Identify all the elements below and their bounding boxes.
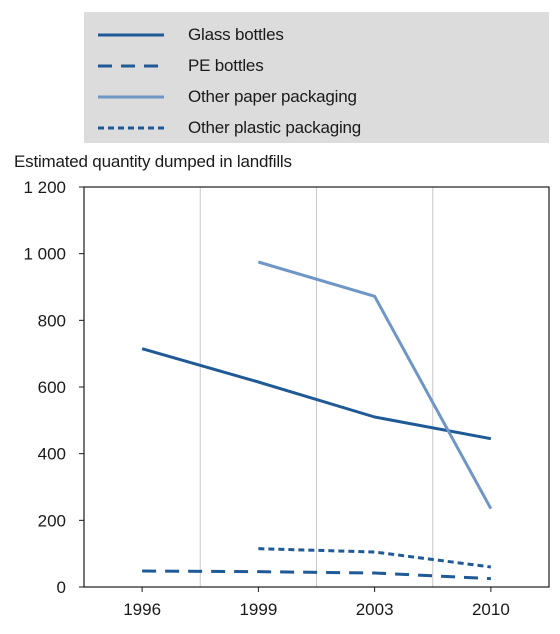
- legend-label-pe-bottles: PE bottles: [188, 56, 264, 75]
- y-tick-label: 800: [38, 311, 66, 330]
- legend-label-glass-bottles: Glass bottles: [188, 25, 284, 44]
- series-line-other-plastic-packaging: [258, 547, 492, 569]
- legend-swatch-glass-bottles: [98, 33, 164, 37]
- chart-legend: Glass bottles PE bottles Other paper pac…: [84, 12, 549, 143]
- legend-swatch-other-paper-packaging: [98, 95, 164, 99]
- y-tick-label: 1 000: [23, 245, 66, 264]
- x-tick-label: 2003: [356, 600, 394, 619]
- y-tick-label: 600: [38, 378, 66, 397]
- series-line-other-paper-packaging: [257, 260, 493, 510]
- x-tick-label: 1996: [123, 600, 161, 619]
- y-tick-label: 0: [57, 578, 66, 597]
- legend-label-other-paper-packaging: Other paper packaging: [188, 87, 357, 106]
- axis-layer: 0 200 400 600 800 1 000 1 200 1996 1999 2003 2010: [23, 178, 509, 619]
- x-tick-label: 1999: [239, 600, 277, 619]
- legend-swatch-other-plastic-packaging: [98, 126, 164, 130]
- legend-label-other-plastic-packaging: Other plastic packaging: [188, 118, 362, 137]
- grid-layer: [199, 187, 434, 587]
- series-layer: [141, 260, 493, 581]
- y-tick-label: 400: [38, 445, 66, 464]
- series-line-glass-bottles: [141, 347, 492, 441]
- x-tick-label: 2010: [472, 600, 510, 619]
- legend-item-other-plastic-packaging: Other plastic packaging: [96, 116, 361, 140]
- series-line-pe-bottles: [142, 569, 491, 581]
- legend-swatch-pe-bottles: [98, 64, 164, 68]
- legend-item-glass-bottles: Glass bottles: [96, 23, 284, 47]
- y-axis-title: Estimated quantity dumped in landfills: [14, 152, 292, 171]
- legend-item-other-paper-packaging: Other paper packaging: [96, 85, 357, 109]
- y-tick-label: 200: [38, 511, 66, 530]
- y-tick-label: 1 200: [23, 178, 66, 197]
- legend-item-pe-bottles: PE bottles: [96, 54, 264, 78]
